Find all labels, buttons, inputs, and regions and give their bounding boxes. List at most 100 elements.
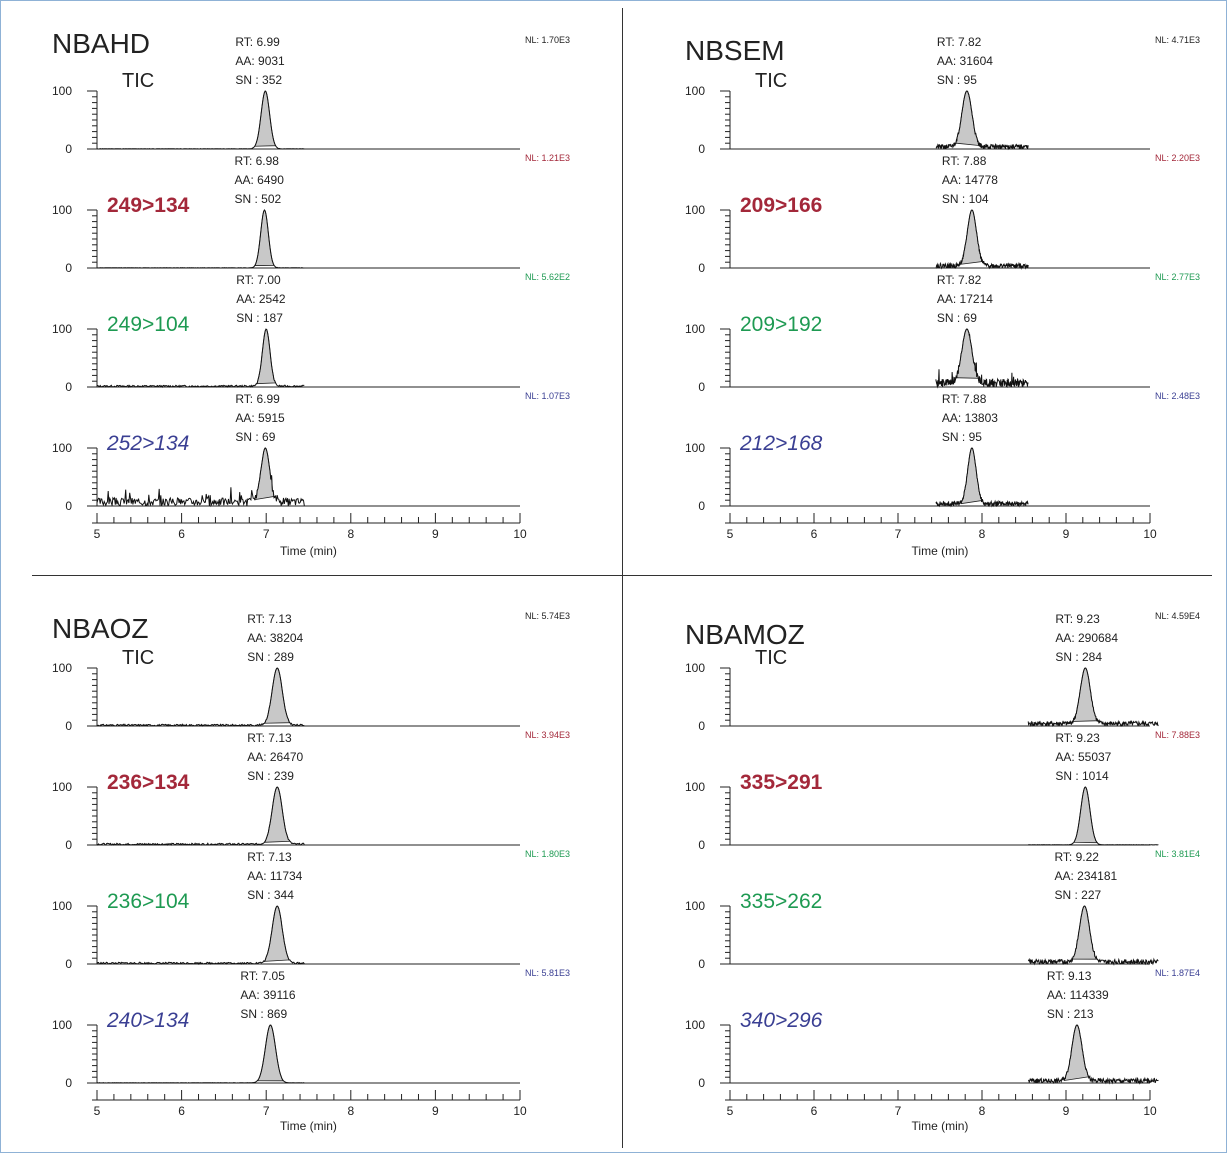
compound-title: NBAOZ [52,613,148,644]
y-tick-label-0: 0 [65,142,72,156]
x-tick-label: 7 [263,1104,270,1118]
x-tick-label: 10 [1143,1104,1157,1118]
sn-label: SN : 284 [1055,650,1102,664]
channel-label: TIC [122,647,154,669]
y-tick-label-100: 100 [685,1018,705,1032]
y-tick-label-100: 100 [52,441,72,455]
y-tick-label-0: 0 [698,957,705,971]
x-axis-label: Time (min) [280,1119,337,1133]
channel-label: 252>134 [106,432,189,455]
y-tick-label-0: 0 [698,1076,705,1090]
y-tick-label-0: 0 [65,499,72,513]
channel-label: 236>134 [107,771,190,794]
aa-label: AA: 5915 [235,411,285,425]
x-tick-label: 6 [178,527,185,541]
channel-label: 249>104 [107,313,190,336]
sn-label: SN : 69 [937,311,977,325]
y-tick-label-100: 100 [52,322,72,336]
y-tick-label-100: 100 [52,203,72,217]
vertical-divider [622,8,623,1148]
compound-title: NBAMOZ [685,619,805,650]
x-axis-label: Time (min) [912,544,969,558]
chromatogram-trace [96,1024,305,1084]
nl-label: NL: 5.74E3 [525,611,570,621]
y-tick-label-0: 0 [698,142,705,156]
y-tick-label-0: 0 [65,838,72,852]
nl-label: NL: 1.21E3 [525,153,570,163]
channel-label: 335>262 [740,890,822,913]
compound-title: NBAHD [52,28,150,59]
y-tick-label-0: 0 [698,261,705,275]
nl-label: NL: 4.59E4 [1155,611,1200,621]
x-tick-label: 5 [727,1104,734,1118]
nl-label: NL: 5.81E3 [525,968,570,978]
chromatogram-trace [1027,667,1159,728]
nl-label: NL: 4.71E3 [1155,35,1200,45]
aa-label: AA: 234181 [1054,869,1117,883]
chromatogram-trace [935,328,1029,389]
peak-area [254,447,277,501]
channel-label: 340>296 [740,1009,823,1032]
x-tick-label: 6 [811,527,818,541]
chromatogram-trace [96,447,305,508]
y-tick-label-100: 100 [52,1018,72,1032]
rt-label: RT: 7.88 [942,154,987,168]
x-tick-label: 9 [1063,1104,1070,1118]
chromatogram-trace [935,447,1029,508]
rt-label: RT: 6.98 [235,154,280,168]
rt-label: RT: 7.13 [247,731,292,745]
x-tick-label: 5 [94,527,101,541]
sn-label: SN : 344 [247,888,294,902]
y-tick-label-100: 100 [52,84,72,98]
sn-label: SN : 104 [942,192,989,206]
rt-label: RT: 9.23 [1055,731,1100,745]
y-tick-label-0: 0 [698,838,705,852]
nl-label: NL: 5.62E2 [525,272,570,282]
channel-label: TIC [755,647,787,669]
chromatogram-trace [96,667,305,727]
x-tick-label: 6 [811,1104,818,1118]
y-tick-label-0: 0 [65,261,72,275]
aa-label: AA: 9031 [235,54,285,68]
sn-label: SN : 239 [247,769,294,783]
y-tick-label-0: 0 [65,1076,72,1090]
peak-area [264,905,290,962]
x-tick-label: 9 [432,1104,439,1118]
sn-label: SN : 289 [247,650,294,664]
chromatogram-trace [96,90,305,150]
x-tick-label: 5 [727,527,734,541]
x-tick-label: 10 [1143,527,1157,541]
aa-label: AA: 31604 [937,54,993,68]
chromatogram-trace [1027,1024,1159,1085]
aa-label: AA: 17214 [937,292,993,306]
chromatogram-trace [935,90,1029,151]
rt-label: RT: 6.99 [235,35,280,49]
y-tick-label-100: 100 [685,84,705,98]
sn-label: SN : 69 [235,430,275,444]
rt-label: RT: 9.13 [1047,969,1092,983]
rt-label: RT: 7.00 [236,273,281,287]
rt-label: RT: 7.05 [240,969,285,983]
nl-label: NL: 3.94E3 [525,730,570,740]
y-tick-label-0: 0 [65,380,72,394]
x-tick-label: 8 [347,1104,354,1118]
channel-label: 249>134 [107,194,190,217]
y-tick-label-0: 0 [698,719,705,733]
aa-label: AA: 38204 [247,631,303,645]
x-tick-label: 10 [513,527,527,541]
y-tick-label-100: 100 [685,661,705,675]
sn-label: SN : 502 [235,192,282,206]
rt-label: RT: 6.99 [235,392,280,406]
y-tick-label-100: 100 [685,441,705,455]
peak-area [953,328,981,384]
aa-label: AA: 13803 [942,411,998,425]
channel-label: TIC [755,70,787,92]
chromatogram-trace [96,328,305,389]
rt-label: RT: 7.82 [937,273,982,287]
y-tick-label-100: 100 [52,661,72,675]
x-axis-label: Time (min) [912,1119,969,1133]
rt-label: RT: 7.13 [247,612,292,626]
nl-label: NL: 2.48E3 [1155,391,1200,401]
rt-label: RT: 7.82 [937,35,982,49]
